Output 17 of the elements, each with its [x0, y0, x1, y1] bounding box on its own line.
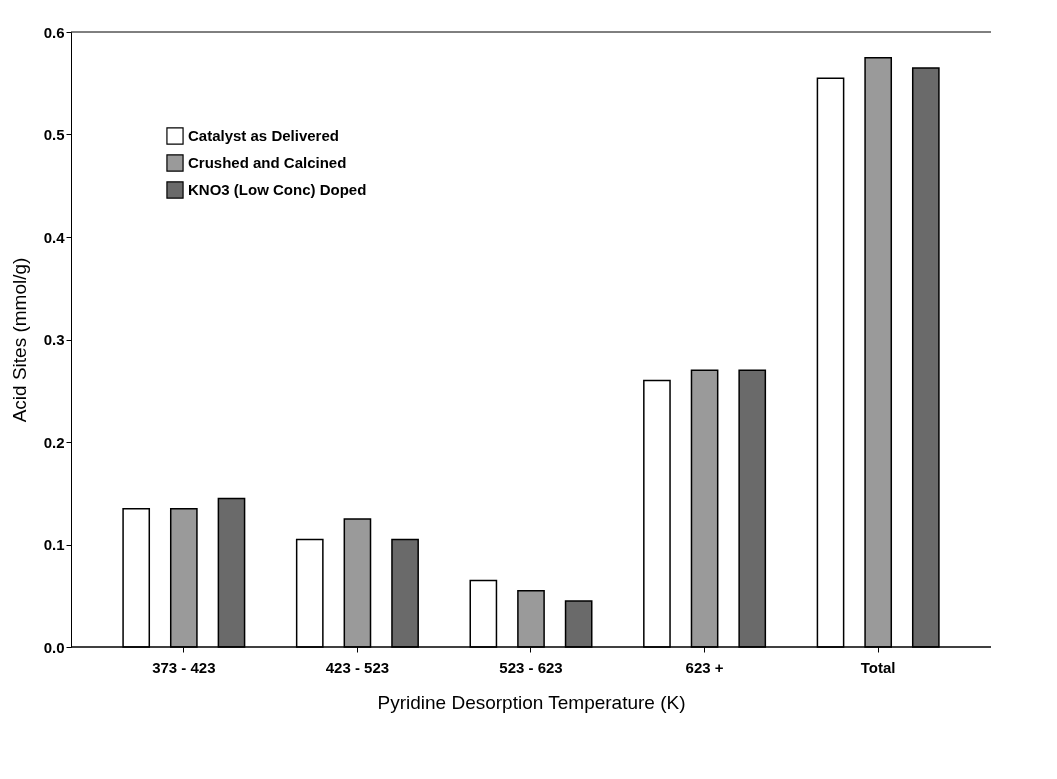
y-axis-title: Acid Sites (mmol/g) [8, 257, 30, 423]
y-tick-label: 0.3 [43, 331, 65, 348]
y-tick-label: 0.1 [43, 536, 65, 553]
x-tick-label: Total [860, 658, 896, 676]
y-tick-label: 0.5 [43, 126, 65, 143]
x-axis-title: Pyridine Desorption Temperature (K) [377, 691, 686, 713]
legend-label: KNO3 (Low Conc) Doped [188, 181, 367, 198]
y-tick-label: 0.0 [43, 638, 65, 656]
legend-label: Catalyst as Delivered [188, 127, 339, 144]
y-tick-label: 0.2 [43, 433, 65, 451]
x-tick-label: 423 - 523 [325, 658, 390, 676]
x-tick-label: 523 - 623 [499, 658, 563, 676]
y-tick-label: 0.6 [43, 23, 65, 41]
x-tick-label: 373 - 423 [152, 658, 216, 676]
x-tick-label: 623 + [685, 658, 724, 676]
legend-label: Crushed and Calcined [188, 154, 347, 171]
y-tick-label: 0.4 [43, 228, 66, 246]
